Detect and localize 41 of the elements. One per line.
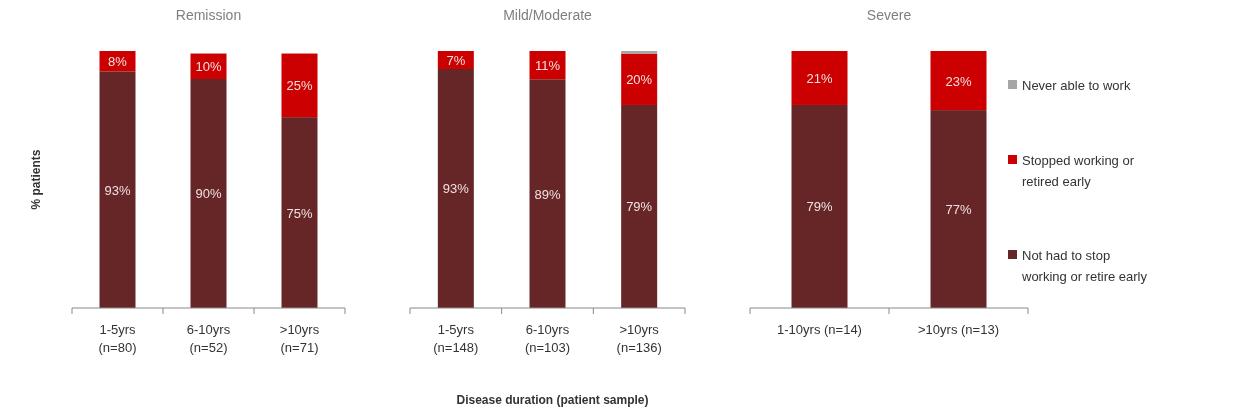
- bar: [99, 71, 136, 308]
- data-label: 21%: [806, 70, 833, 86]
- data-label: 77%: [945, 202, 972, 218]
- chart-title: Remission: [175, 7, 242, 23]
- data-label: 20%: [626, 72, 653, 88]
- data-label: 90%: [195, 186, 222, 202]
- data-label: 79%: [626, 199, 653, 215]
- chart-title: Mild/Moderate: [503, 7, 593, 23]
- x-tick-label: >10yrs (n=13): [918, 322, 999, 337]
- x-tick-label: 6-10yrs (n=52): [186, 322, 231, 355]
- bar: [529, 79, 566, 308]
- data-label: 10%: [195, 59, 222, 75]
- bar: [621, 51, 658, 54]
- chart-title: Severe: [866, 7, 912, 23]
- x-tick-label: 1-5yrs (n=80): [98, 322, 137, 355]
- legend-label: Not had to stop working or retire early: [1021, 248, 1148, 284]
- data-label: 93%: [442, 181, 470, 197]
- bar: [437, 68, 474, 308]
- x-tick-label: >10yrs (n=136): [616, 322, 662, 355]
- bar: [281, 53, 318, 118]
- x-tick-label: >10yrs (n=71): [279, 322, 320, 355]
- bar: [281, 117, 318, 308]
- data-label: 79%: [806, 199, 833, 215]
- data-label: 93%: [104, 182, 131, 198]
- data-label: 8%: [108, 54, 128, 70]
- legend-label: Stopped working or retired early: [1022, 153, 1135, 189]
- data-label: 25%: [286, 78, 313, 94]
- x-tick-label: 1-10yrs (n=14): [777, 322, 862, 337]
- legend-label: Never able to work: [1022, 78, 1131, 93]
- x-tick-label: 1-5yrs (n=148): [433, 322, 479, 355]
- y-axis-title: % patients: [29, 149, 43, 210]
- data-label: 23%: [945, 73, 972, 89]
- data-label: 89%: [534, 186, 561, 202]
- x-axis-title: Disease duration (patient sample): [456, 393, 649, 407]
- bar: [621, 104, 658, 308]
- data-label: 7%: [446, 53, 466, 68]
- data-label: 75%: [286, 205, 313, 221]
- bar: [621, 53, 658, 105]
- data-label: 11%: [534, 58, 561, 74]
- bar: [190, 78, 227, 308]
- x-tick-label: 6-10yrs (n=103): [524, 322, 571, 355]
